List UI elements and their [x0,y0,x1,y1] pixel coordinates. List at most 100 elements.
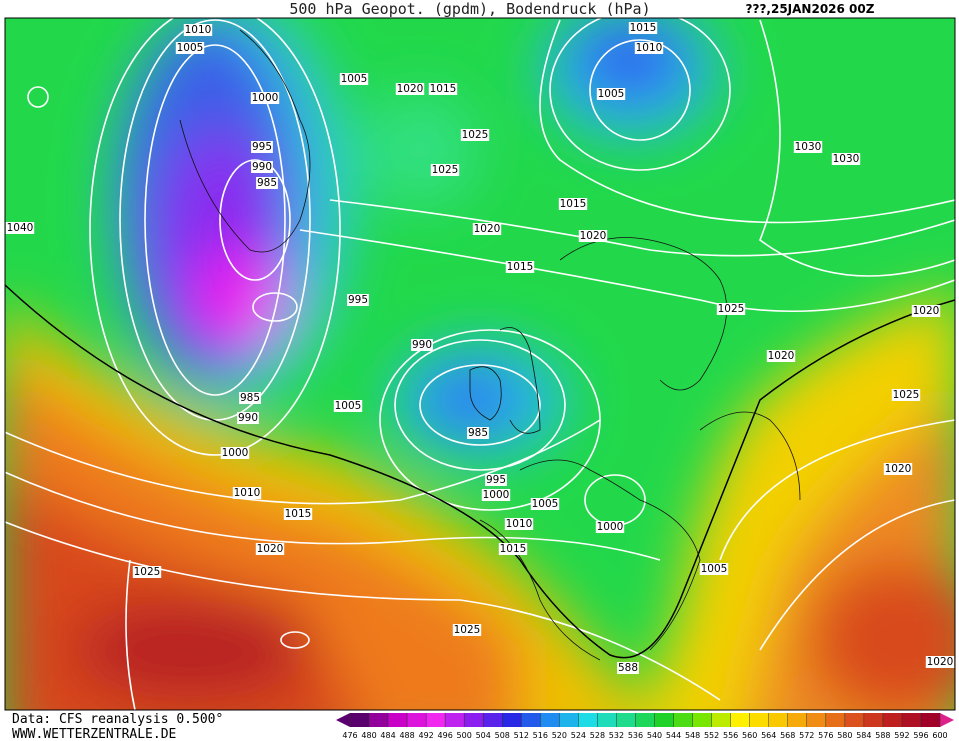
isobar-label: 995 [486,474,506,486]
colorbar-tick-label: 508 [495,731,510,740]
colorbar-tick-label: 556 [723,731,738,740]
label-box [256,177,278,189]
isobar-label: 1000 [222,447,249,459]
isobar-label: 990 [252,161,272,173]
colorbar-tick-label: 568 [780,731,795,740]
label-box [793,141,823,153]
isobar-label: 1020 [257,543,284,555]
isobar-label: 1015 [500,543,527,555]
isobar-label: 985 [240,392,260,404]
colorbar-tick-label: 504 [476,731,491,740]
label-box [596,88,626,100]
isobar-label: 1015 [430,83,457,95]
isobar-label: 1015 [630,22,657,34]
colorbar-tick-label: 560 [742,731,757,740]
colorbar-tick-label: 588 [875,731,890,740]
isobar-label: 990 [238,412,258,424]
color-step [768,713,789,727]
label-box [628,22,658,34]
isobar-label: 1000 [483,489,510,501]
label-box [505,261,535,273]
isobar-label: 1000 [252,92,279,104]
colorbar-tick-label: 480 [361,731,376,740]
label-box [5,222,35,234]
isobar-label: 995 [252,141,272,153]
isobar-label: 1015 [285,508,312,520]
color-step [616,713,636,727]
isobar-label: 1025 [893,389,920,401]
isobar-label: 1010 [234,487,261,499]
isobar-label: 1025 [432,164,459,176]
colorbar-tick-label: 548 [685,731,700,740]
isobar-label: 1030 [795,141,822,153]
isobar-label: 1000 [597,521,624,533]
label-box [237,412,259,424]
contour-552 [5,284,955,659]
label-box [716,303,746,315]
label-box [617,662,639,674]
isobar-label: 1005 [532,498,559,510]
label-box [339,73,369,85]
isobar-label: 1005 [341,73,368,85]
isobar-label: 1015 [560,198,587,210]
label-box [558,198,588,210]
label-box [251,161,273,173]
label-box [175,42,205,54]
colorbar-tick-label: 536 [628,731,643,740]
isobar-label: 1020 [927,656,954,668]
colorbar-tick-label: 580 [837,731,852,740]
colorbar-tick-label: 492 [418,731,433,740]
label-box [831,153,861,165]
label-box [634,42,664,54]
isobar-label: 1025 [454,624,481,636]
isobar-label: 1005 [177,42,204,54]
label-box [395,83,425,95]
map-title: 500 hPa Geopot. (gpdm), Bodendruck (hPa) [289,0,650,18]
run-time: ???,25JAN2026 00Z [746,2,875,16]
colorbar-tick-label: 476 [342,731,357,740]
label-box [347,294,369,306]
colorbar: 476 480 484 488 492 496 500 504 508 512 516 520 524 5… [336,713,954,740]
color-step [445,713,465,727]
label-box [699,563,729,575]
colorbar-tick-label: 576 [818,731,833,740]
isobar-label: 1005 [598,88,625,100]
color-step [559,713,579,727]
label-box [250,92,280,104]
color-step [464,713,484,727]
isobar-labels: 1010 1005 1000 995 990 985 1040 985 990 995 990 100… [5,22,955,674]
label-box [911,305,941,317]
isobar-label: 1005 [335,400,362,412]
label-box [232,487,262,499]
color-step [521,713,541,727]
label-box [220,447,250,459]
colorbar-tick-label: 596 [913,731,928,740]
isobar-label: 1020 [768,350,795,362]
label-box [452,624,482,636]
color-step [502,713,522,727]
isobar-label: 1010 [506,518,533,530]
isobar-label: 1020 [885,463,912,475]
color-step [825,713,846,727]
colorbar-tick-label: 600 [932,731,947,740]
colorbar-tick-label: 572 [799,731,814,740]
label-box [251,141,273,153]
color-step [540,713,560,727]
isobar-label: 1010 [185,24,212,36]
color-step [882,713,903,727]
colorbar-tick-label: 552 [704,731,719,740]
isobar-label: 1025 [134,566,161,578]
label-box [883,463,913,475]
isobar-label: 1010 [636,42,663,54]
label-box [132,566,162,578]
color-step [483,713,503,727]
isobar-label: 995 [348,294,368,306]
label-box [891,389,921,401]
colorbar-arrow-left [336,713,350,727]
color-step [749,713,770,727]
label-box [255,543,285,555]
label-box [481,489,511,501]
colorbar-tick-label: 516 [533,731,548,740]
color-step [388,713,408,727]
